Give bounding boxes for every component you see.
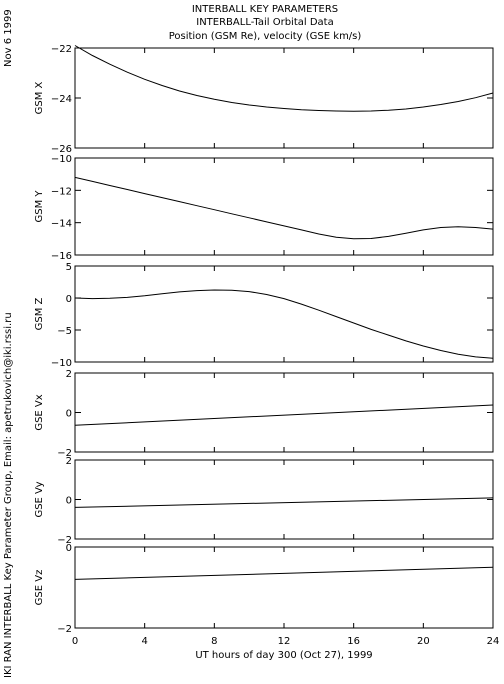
series-line: [74, 566, 494, 580]
x-tick-label: 8: [211, 636, 217, 647]
panel-2: −10 −12 −14 −16 GSM Y: [34, 154, 494, 262]
y-tick-label: −2: [57, 448, 72, 459]
side-credit-label: IKI RAN INTERBALL Key Parameter Group, E…: [3, 312, 14, 678]
y-tick-label: −24: [51, 94, 72, 105]
y-tick-label: −26: [51, 144, 72, 155]
x-axis-label: UT hours of day 300 (Oct 27), 1999: [195, 650, 372, 661]
panel-4: 2 0 −2 GSE Vx: [34, 369, 494, 459]
y-axis-label: GSM Z: [34, 297, 45, 330]
series-line: [74, 45, 494, 112]
panel-frame: [74, 157, 494, 256]
y-tick-label: −10: [51, 358, 72, 369]
series-line: [74, 176, 494, 240]
y-axis-label: GSE Vx: [34, 394, 45, 430]
y-tick-label: 2: [66, 369, 72, 380]
x-tick-label: 20: [417, 636, 430, 647]
x-tick-label: 0: [72, 636, 78, 647]
x-tick-label: 24: [487, 636, 500, 647]
y-tick-label: 2: [66, 456, 72, 467]
y-tick-label: −2: [57, 535, 72, 546]
y-axis-label: GSM X: [34, 81, 45, 114]
y-tick-label: −5: [57, 326, 72, 337]
x-tick-label: 4: [141, 636, 147, 647]
chart-title-line1: INTERBALL KEY PARAMETERS: [192, 4, 338, 15]
panel-frame: [74, 47, 494, 149]
series-line: [74, 404, 494, 426]
y-tick-label: −16: [51, 251, 72, 262]
series-line: [74, 289, 494, 359]
y-tick-label: −10: [51, 154, 72, 165]
side-date-label: Nov 6 1999: [3, 9, 14, 67]
panel-6: 0 −2 GSE Vz: [34, 543, 494, 635]
y-tick-label: 0: [66, 496, 72, 507]
y-tick-label: 5: [66, 262, 72, 273]
panel-frame: [74, 372, 494, 453]
panel-frame: [74, 546, 494, 629]
y-axis-label: GSE Vy: [34, 481, 45, 517]
y-tick-label: −12: [51, 186, 72, 197]
chart-title-line2: INTERBALL-Tail Orbital Data: [196, 17, 333, 28]
y-tick-label: −22: [51, 44, 72, 55]
panel-1: −22 −24 −26 GSM X: [34, 44, 494, 155]
panel-3: 5 0 −5 −10 GSM Z: [34, 262, 494, 369]
panel-5: 2 0 −2 GSE Vy: [34, 456, 494, 546]
y-axis-label: GSE Vz: [34, 570, 45, 606]
x-tick-label: 12: [278, 636, 291, 647]
y-tick-label: 0: [66, 543, 72, 554]
series-line: [74, 497, 494, 508]
y-axis-label: GSM Y: [34, 190, 45, 223]
y-tick-label: 0: [66, 409, 72, 420]
y-tick-label: 0: [66, 294, 72, 305]
chart-title-line3: Position (GSM Re), velocity (GSE km/s): [169, 31, 362, 42]
x-tick-label: 16: [347, 636, 360, 647]
y-tick-label: −2: [57, 624, 72, 635]
y-tick-label: −14: [51, 219, 72, 230]
